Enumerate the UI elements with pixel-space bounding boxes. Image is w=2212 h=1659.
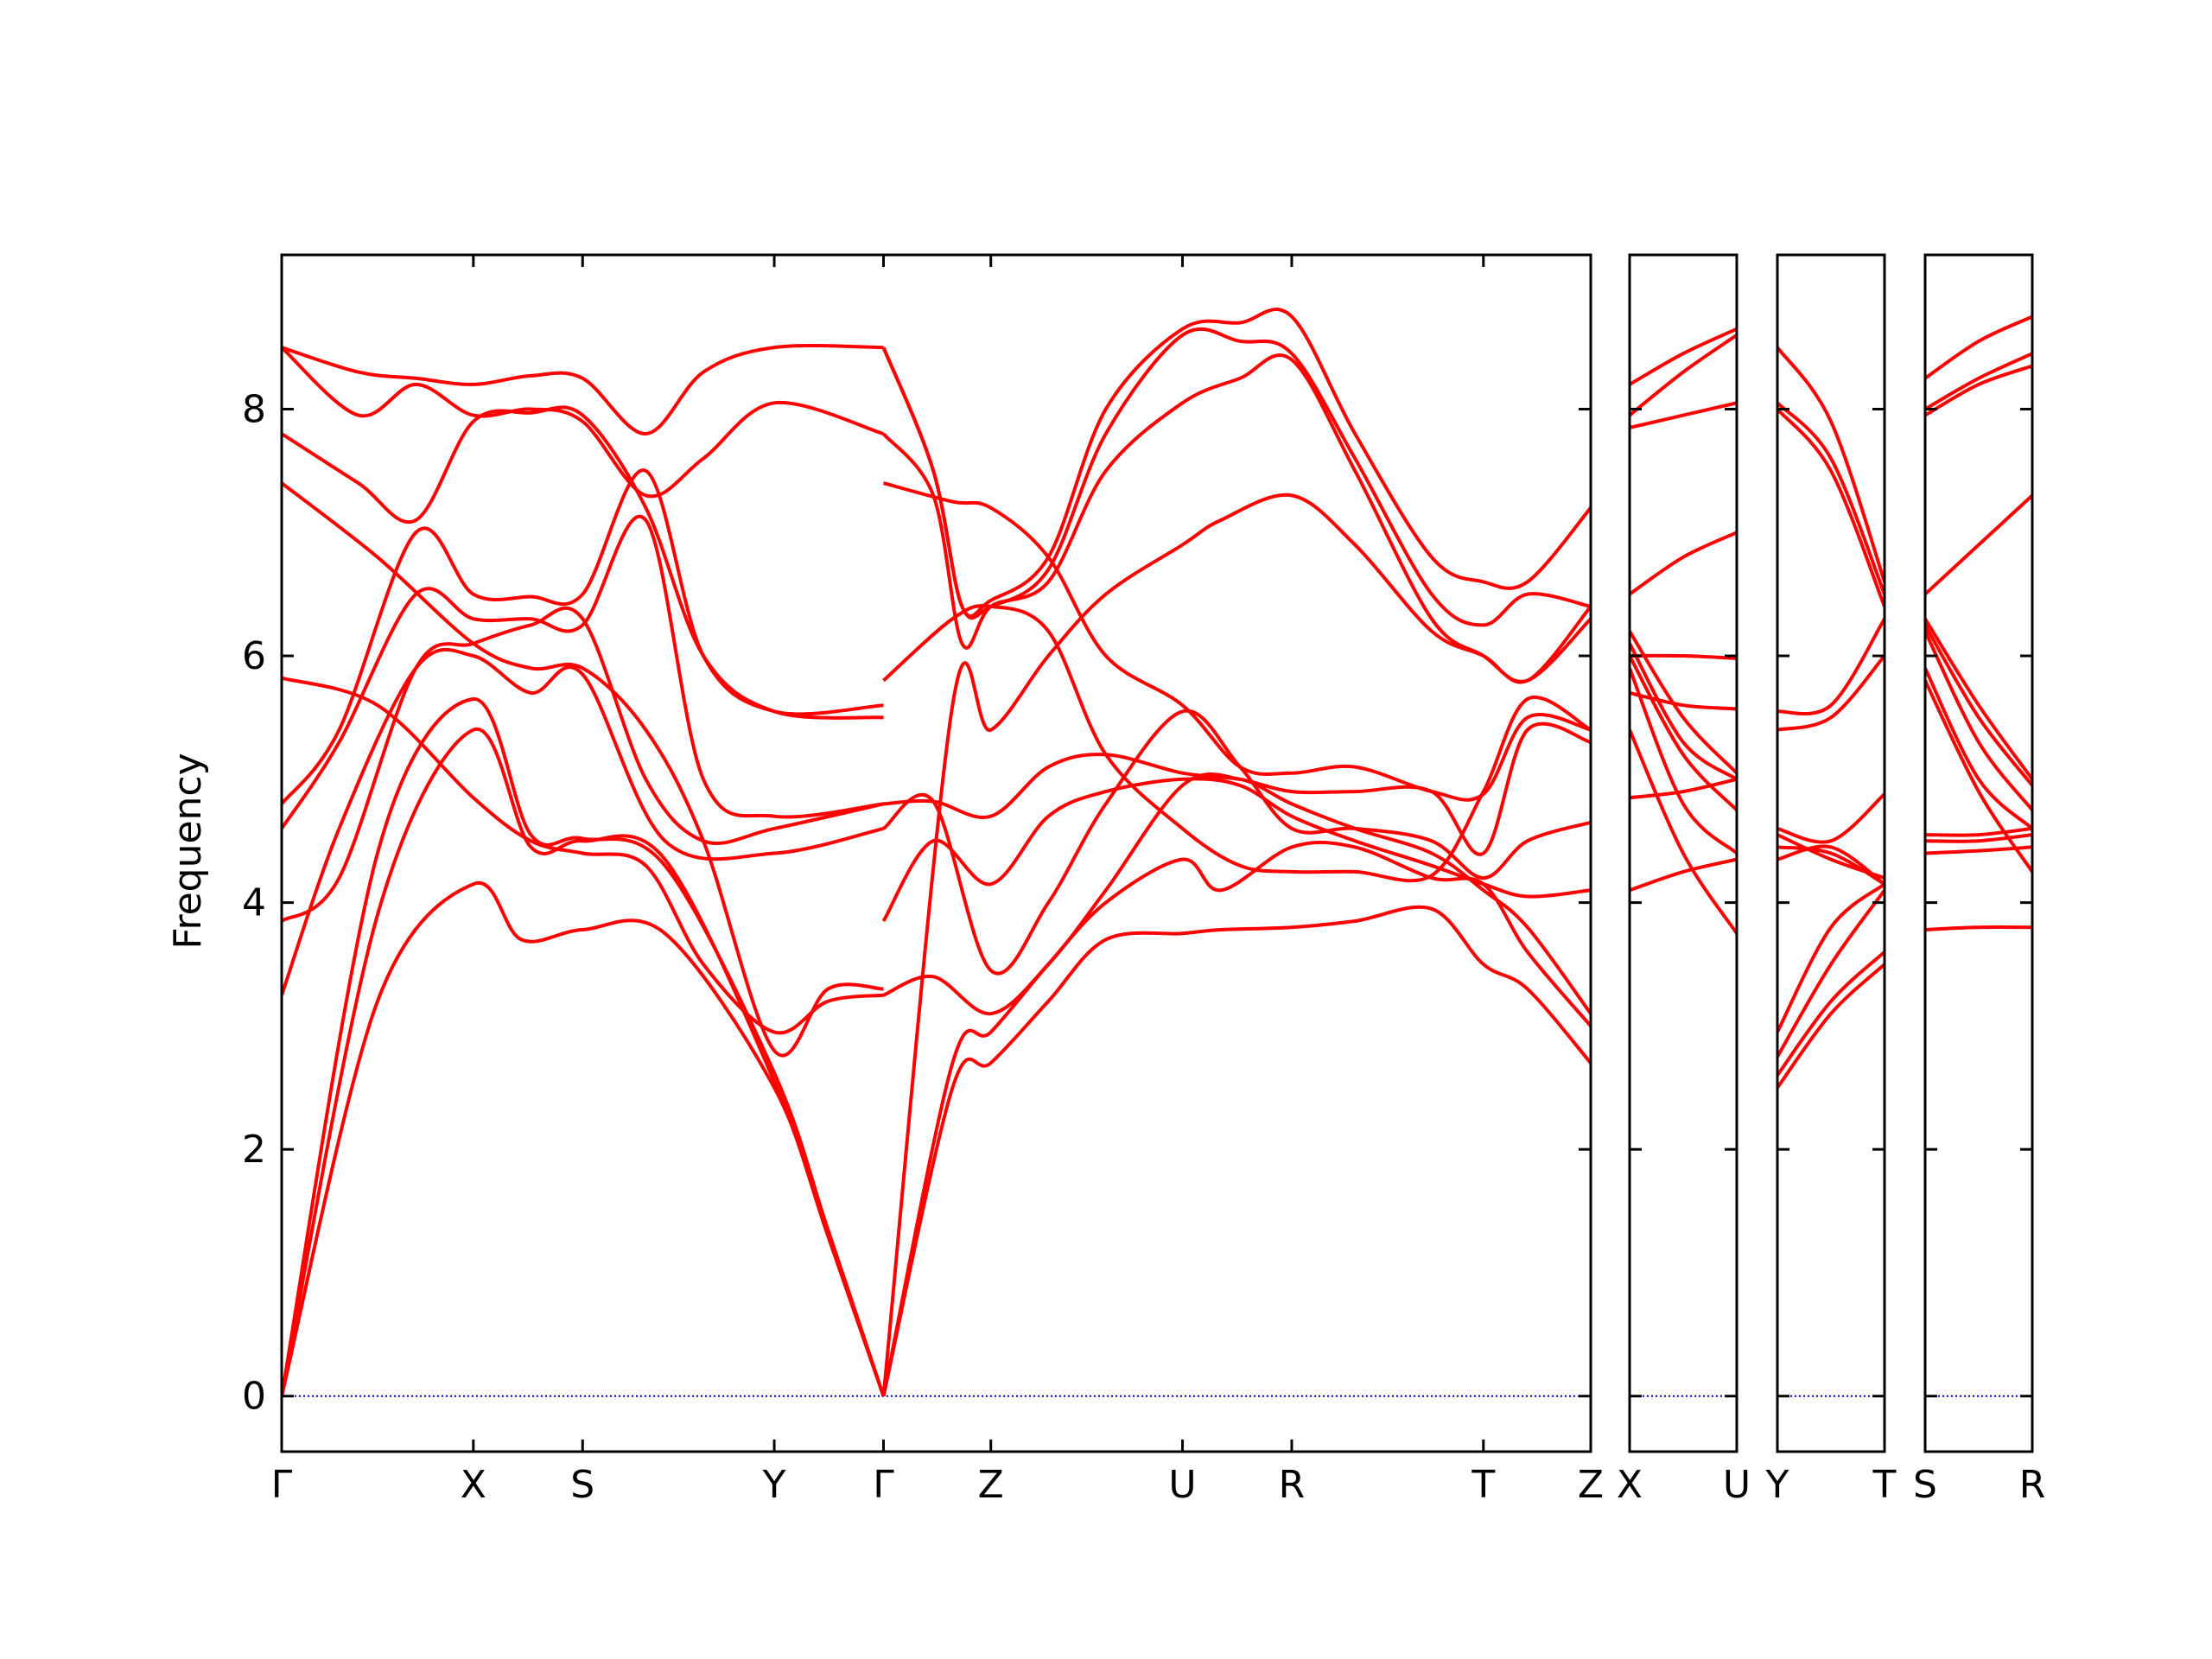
band-line — [1630, 655, 1737, 811]
band-line — [282, 468, 884, 805]
band-line — [1925, 826, 2032, 837]
band-line — [282, 880, 886, 1397]
band-line — [1925, 352, 2032, 411]
band-line — [1630, 857, 1737, 893]
band-line — [881, 840, 1591, 1397]
band-line — [1925, 667, 2032, 830]
x-tick-label: X — [1617, 1463, 1643, 1507]
band-line — [1777, 882, 1885, 1033]
x-tick-label: Y — [1765, 1463, 1789, 1507]
band-line — [1777, 408, 1885, 607]
band-line — [1777, 654, 1885, 732]
band-line — [1777, 889, 1885, 1058]
band-line — [1925, 618, 2032, 780]
x-tick-label: X — [461, 1463, 486, 1507]
band-line — [1925, 364, 2032, 417]
x-tick-label: T — [1872, 1463, 1897, 1507]
y-tick-label: 6 — [242, 634, 266, 678]
band-line — [282, 727, 886, 1397]
band-line — [881, 777, 1591, 923]
band-line — [282, 676, 884, 1035]
band-line — [282, 343, 884, 436]
band-line — [1925, 624, 2032, 787]
band-line — [1925, 679, 2032, 874]
band-line — [1777, 346, 1885, 583]
band-line — [882, 604, 1591, 883]
band-line — [282, 405, 884, 720]
band-line — [881, 905, 1591, 1397]
x-tick-label: R — [1279, 1463, 1306, 1507]
band-line — [881, 308, 1591, 619]
band-line — [1777, 792, 1885, 844]
x-tick-label: S — [570, 1463, 594, 1507]
panel-frame — [280, 253, 1592, 1453]
band-line — [1630, 642, 1737, 781]
x-tick-label: R — [2019, 1463, 2046, 1507]
band-line — [1630, 401, 1737, 429]
band-line — [282, 515, 884, 830]
band-line — [282, 606, 884, 923]
band-line — [882, 709, 1591, 976]
panel-frame — [1628, 253, 1738, 1453]
y-tick-label: 8 — [242, 387, 266, 431]
band-line — [1777, 401, 1885, 595]
band-line — [881, 493, 1591, 1396]
band-line — [881, 353, 1591, 683]
band-line — [1925, 925, 2032, 931]
y-tick-label: 0 — [242, 1375, 266, 1419]
band-line — [1630, 334, 1737, 417]
y-axis-label: Frequency — [166, 753, 210, 949]
band-line — [1777, 950, 1885, 1077]
band-line — [1777, 845, 1885, 886]
band-line — [282, 697, 886, 1397]
x-tick-label: Z — [978, 1463, 1004, 1507]
band-line — [1630, 777, 1737, 800]
x-tick-label: Y — [762, 1463, 786, 1507]
band-line — [1925, 630, 2032, 811]
band-line — [1777, 963, 1885, 1089]
band-line — [1630, 690, 1737, 711]
band-line — [282, 647, 884, 996]
x-tick-label: Γ — [271, 1463, 293, 1507]
x-tick-label: U — [1723, 1463, 1751, 1507]
panel-frame — [1923, 253, 2034, 1453]
band-line — [1925, 845, 2032, 855]
y-tick-label: 2 — [242, 1128, 266, 1172]
band-line — [1777, 833, 1885, 880]
band-line — [1925, 833, 2032, 843]
band-line — [1630, 531, 1737, 596]
x-tick-label: T — [1471, 1463, 1495, 1507]
x-tick-label: Γ — [873, 1463, 894, 1507]
band-line — [282, 346, 885, 499]
x-tick-label: U — [1168, 1463, 1196, 1507]
band-line — [282, 481, 884, 1058]
band-line — [883, 721, 1591, 856]
band-line — [1630, 327, 1737, 386]
x-tick-label: S — [1913, 1463, 1937, 1507]
band-line — [882, 481, 1591, 802]
band-line — [1630, 630, 1737, 775]
panel-frame — [1776, 253, 1886, 1453]
band-line — [1777, 618, 1885, 716]
x-tick-label: Z — [1578, 1463, 1604, 1507]
band-line — [1630, 728, 1737, 935]
band-line — [1925, 315, 2032, 380]
y-tick-label: 4 — [242, 881, 266, 925]
band-line — [882, 772, 1591, 1016]
band-line — [1925, 493, 2032, 596]
